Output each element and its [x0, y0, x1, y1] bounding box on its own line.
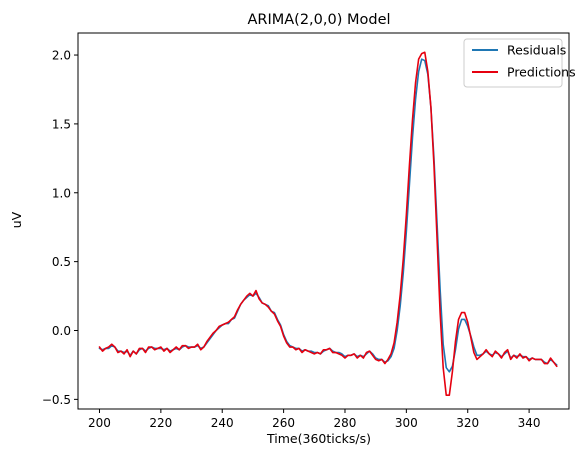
x-tick-label: 260: [272, 416, 295, 430]
y-tick-label: 0.5: [52, 255, 71, 269]
chart-title: ARIMA(2,0,0) Model: [247, 12, 390, 28]
y-tick-label: 1.0: [52, 186, 71, 200]
x-tick-label: 320: [456, 416, 479, 430]
axes-frame: [77, 32, 570, 410]
y-axis-ticks: −0.5 0.0 0.5 1.0 1.5 2.0: [42, 49, 78, 407]
x-axis-ticks: 200 220 240 260 280 300 320 340: [88, 409, 541, 430]
x-tick-label: 340: [518, 416, 541, 430]
y-tick-label: 2.0: [52, 49, 71, 63]
legend: Residuals Predictions: [463, 38, 576, 88]
x-tick-label: 240: [211, 416, 234, 430]
y-axis-label: uV: [9, 211, 24, 228]
y-tick-label: 1.5: [52, 117, 71, 131]
legend-label-predictions: Predictions: [507, 65, 576, 80]
series-line-predictions: [98, 51, 558, 397]
y-tick-label: 0.0: [52, 324, 71, 338]
x-tick-label: 280: [334, 416, 357, 430]
y-tick-label: −0.5: [42, 393, 71, 407]
series-layer: [98, 51, 558, 397]
x-tick-label: 300: [395, 416, 418, 430]
x-tick-label: 200: [88, 416, 111, 430]
x-axis-label: Time(360ticks/s): [266, 431, 371, 446]
legend-label-residuals: Residuals: [507, 43, 566, 58]
x-tick-label: 220: [149, 416, 172, 430]
